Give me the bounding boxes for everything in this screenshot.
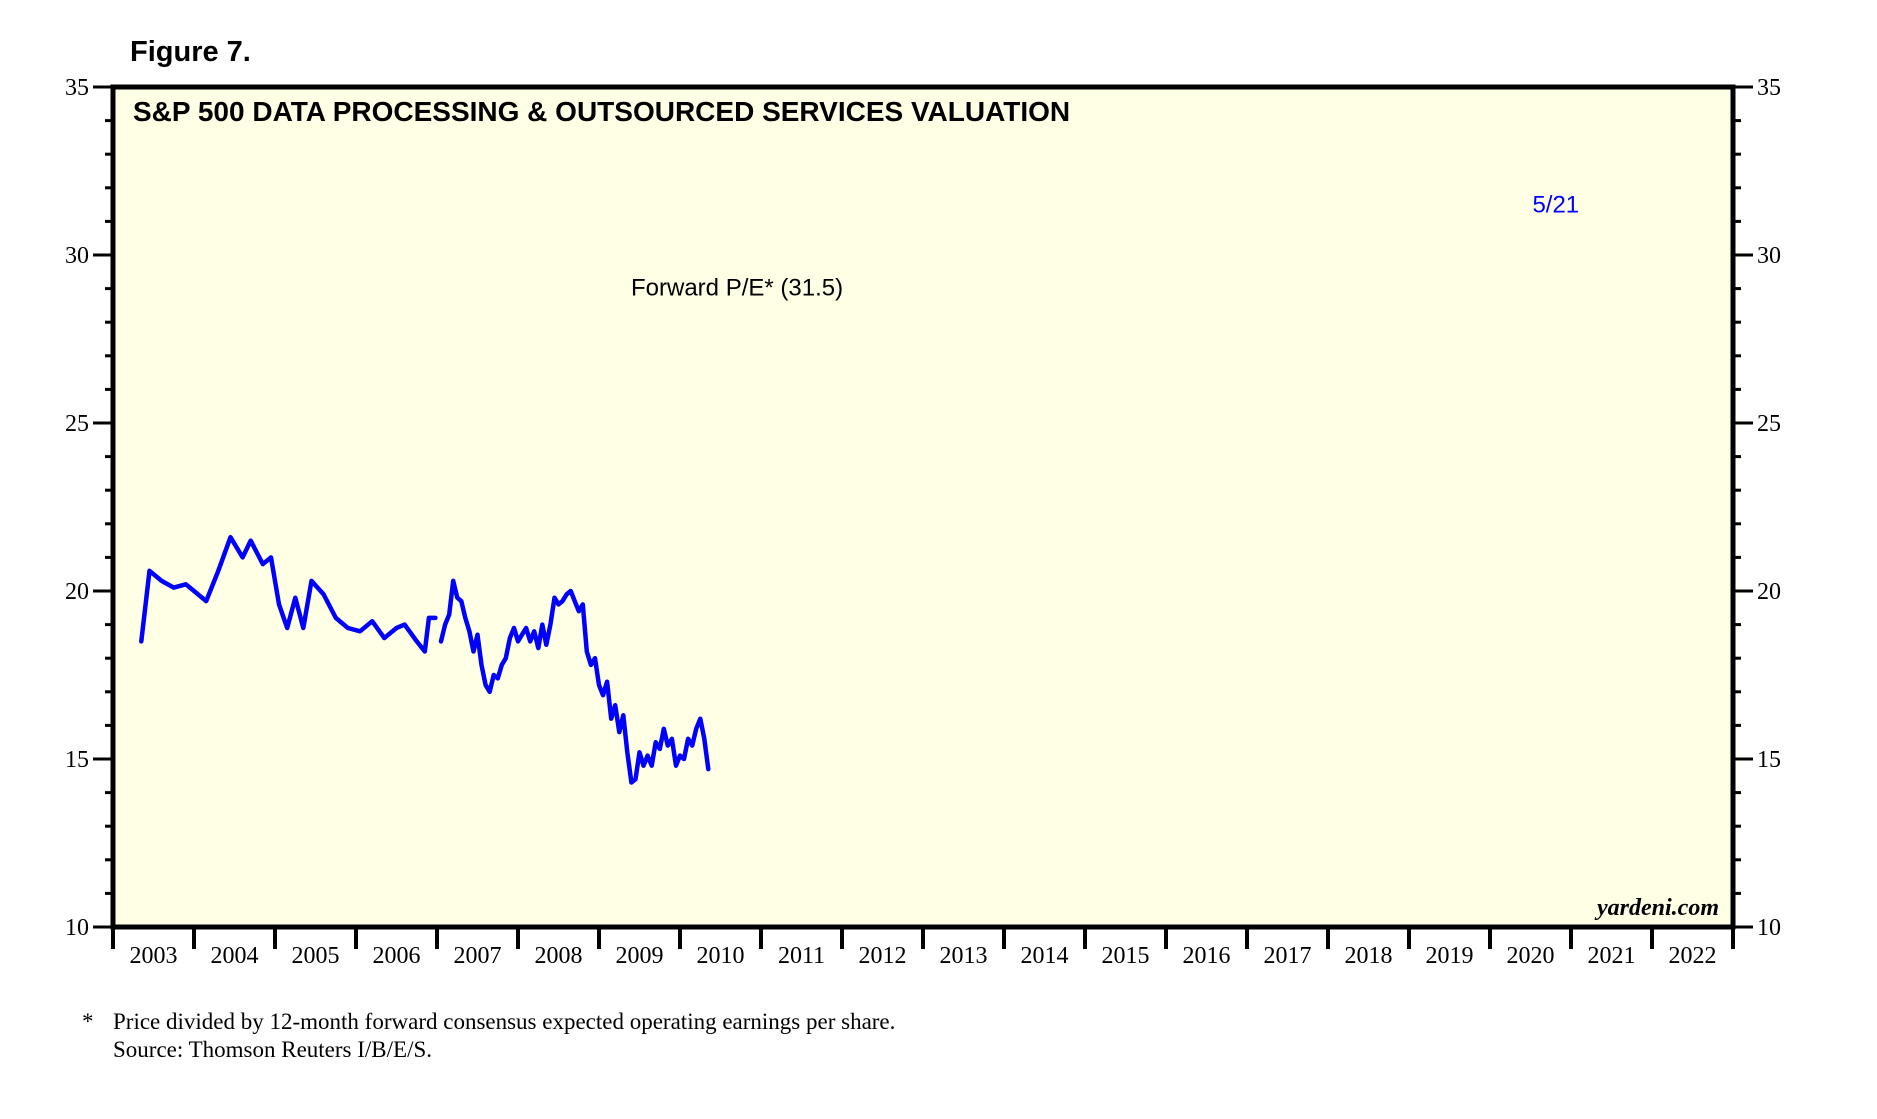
y-tick-label-right: 15 [1757,747,1781,773]
plot-frame [110,84,1736,930]
y-tick-label-right: 25 [1757,411,1781,437]
footnote-marker: * [82,1009,94,1034]
x-tick-label: 2013 [940,943,988,969]
y-tick-label-right: 10 [1757,915,1781,941]
x-tick-label: 2014 [1021,943,1069,969]
x-tick-label: 2017 [1264,943,1312,969]
x-tick-label: 2004 [211,943,259,969]
y-axis-left: 10 15 20 25 30 35 [65,75,113,941]
y-tick-label-left: 30 [65,243,89,269]
y-tick-label-right: 30 [1757,243,1781,269]
x-tick-label: 2016 [1183,943,1231,969]
plot-background [113,87,1733,927]
y-axis-right: 10 15 20 25 30 35 [1733,75,1781,941]
series-line-segment [139,534,438,654]
y-tick-label-left: 10 [65,915,89,941]
x-tick-label: 2018 [1345,943,1393,969]
y-tick-label-left: 15 [65,747,89,773]
annotation-forward-pe: Forward P/E* (31.5) [631,274,843,301]
chart-title: S&P 500 DATA PROCESSING & OUTSOURCED SER… [133,96,1070,127]
x-tick-label: 2011 [778,943,825,969]
x-tick-label: 2010 [697,943,745,969]
y-tick-label-left: 25 [65,411,89,437]
x-tick-label: 2020 [1507,943,1555,969]
footnote-definition: Price divided by 12-month forward consen… [113,1009,896,1034]
y-tick-label-right: 35 [1757,75,1781,101]
x-tick-label: 2003 [130,943,178,969]
y-tick-label-left: 35 [65,75,89,101]
y-tick-label-left: 20 [65,579,89,605]
x-tick-label: 2012 [859,943,907,969]
x-tick-label: 2022 [1669,943,1717,969]
series-line-segment [438,578,711,785]
x-axis: 2003 2004 2005 2006 2007 2008 2009 2010 2011 2012… [111,927,1735,969]
x-tick-label: 2019 [1426,943,1474,969]
x-tick-label: 2015 [1102,943,1150,969]
x-tick-label: 2009 [616,943,664,969]
series-forward-pe [139,534,711,785]
watermark-yardeni: yardeni.com [1594,895,1719,921]
figure-label: Figure 7. [130,36,251,68]
x-tick-label: 2006 [373,943,421,969]
x-tick-label: 2021 [1588,943,1636,969]
y-tick-label-right: 20 [1757,579,1781,605]
footnote-source: Source: Thomson Reuters I/B/E/S. [113,1037,433,1062]
x-tick-label: 2005 [292,943,340,969]
annotation-last-date: 5/21 [1532,192,1579,219]
x-tick-label: 2008 [535,943,583,969]
x-tick-label: 2007 [454,943,502,969]
